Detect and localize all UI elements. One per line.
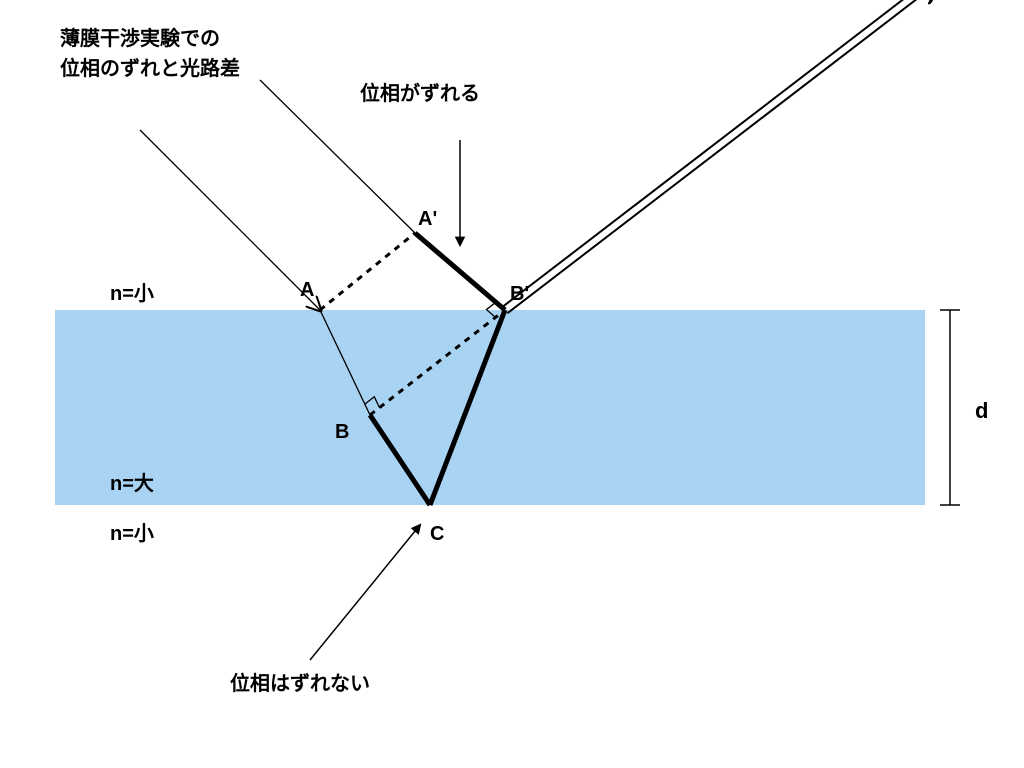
no-phase-shift-label: 位相はずれない xyxy=(230,671,370,695)
phase-shift-label: 位相がずれる xyxy=(360,81,480,105)
title-line1: 薄膜干渉実験での xyxy=(60,26,220,50)
d-label: d xyxy=(975,398,988,423)
point-label-C: C xyxy=(430,523,444,545)
thickness-bracket xyxy=(940,310,960,505)
n-lower: n=小 xyxy=(110,522,154,545)
n-upper: n=小 xyxy=(110,282,154,305)
title-line2: 位相のずれと光路差 xyxy=(60,56,240,80)
incident-ray-1 xyxy=(140,130,320,310)
point-label-A: A xyxy=(300,279,314,301)
point-label-Bprime: B' xyxy=(510,283,529,305)
point-label-B: B xyxy=(335,421,349,443)
wavefront-A-Aprime xyxy=(320,233,415,310)
thin-film-diagram: 薄膜干渉実験での位相のずれと光路差位相がずれる位相はずれない n=小 n=大 n=小 A… xyxy=(0,0,1024,768)
no-phase-shift-arrow xyxy=(310,525,420,660)
outgoing-ray-1 xyxy=(507,0,937,313)
n-mid: n=大 xyxy=(110,472,154,495)
point-label-Aprime: A' xyxy=(418,208,437,230)
outgoing-ray-2 xyxy=(503,0,933,307)
